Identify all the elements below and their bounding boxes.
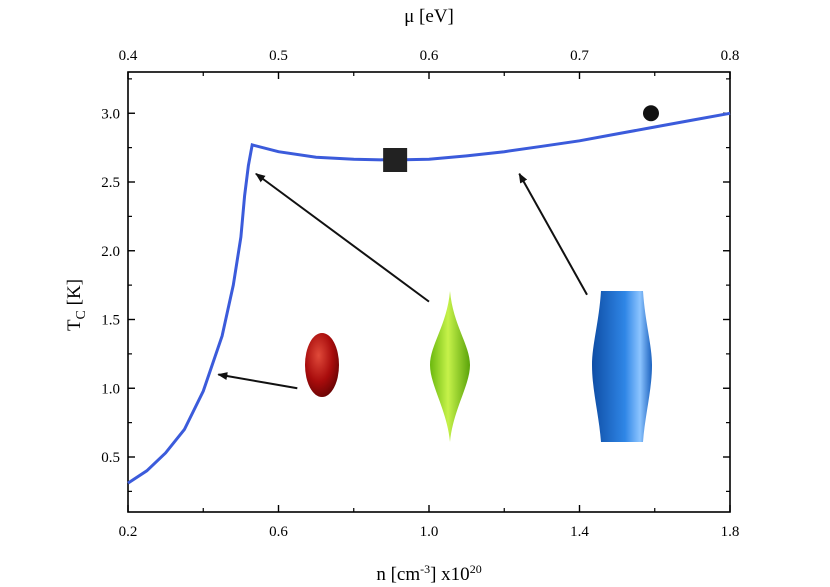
square-marker	[383, 148, 408, 172]
red-spheroid-illustration	[305, 333, 339, 397]
x2-tick-label: 0.5	[269, 48, 288, 64]
y-tick-label: 3.0	[101, 106, 120, 122]
x2-tick-label: 0.8	[721, 48, 740, 64]
shape-illustrations	[305, 291, 652, 442]
tick-labels: 0.2 0.6 1.0 1.4 1.8 0.4 0.5 0.6 0.7 0.8 0.5 1.0 1.5 2…	[101, 48, 739, 540]
x2-axis-label: μ [eV]	[404, 6, 454, 27]
y-tick-label: 1.5	[101, 313, 120, 329]
x2-tick-label: 0.4	[119, 48, 138, 64]
annotation-arrow	[255, 172, 430, 303]
x2-tick-label: 0.7	[570, 48, 589, 64]
x2-tick-label: 0.6	[420, 48, 439, 64]
blue-cylinder-illustration	[592, 291, 652, 442]
x-tick-label: 0.6	[269, 524, 288, 540]
x-tick-label: 1.4	[570, 524, 589, 540]
annotation-arrow	[518, 172, 588, 296]
y-tick-label: 1.0	[101, 381, 120, 397]
y-tick-label: 0.5	[101, 450, 120, 466]
annotation-arrow	[217, 372, 298, 390]
tc-line-series	[127, 111, 731, 485]
x-axis-label: n [cm-3] x1020	[376, 562, 481, 585]
annotation-arrows	[217, 172, 588, 390]
y-tick-label: 2.0	[101, 244, 120, 260]
data-markers	[383, 105, 659, 172]
x-tick-label: 1.8	[721, 524, 740, 540]
y-axis-label: TC [K]	[64, 279, 89, 331]
y-tick-label: 2.5	[101, 175, 120, 191]
x-tick-label: 0.2	[119, 524, 138, 540]
circle-marker	[642, 105, 659, 122]
green-spindle-illustration	[430, 291, 470, 442]
x-tick-label: 1.0	[420, 524, 439, 540]
axis-ticks	[127, 72, 731, 512]
